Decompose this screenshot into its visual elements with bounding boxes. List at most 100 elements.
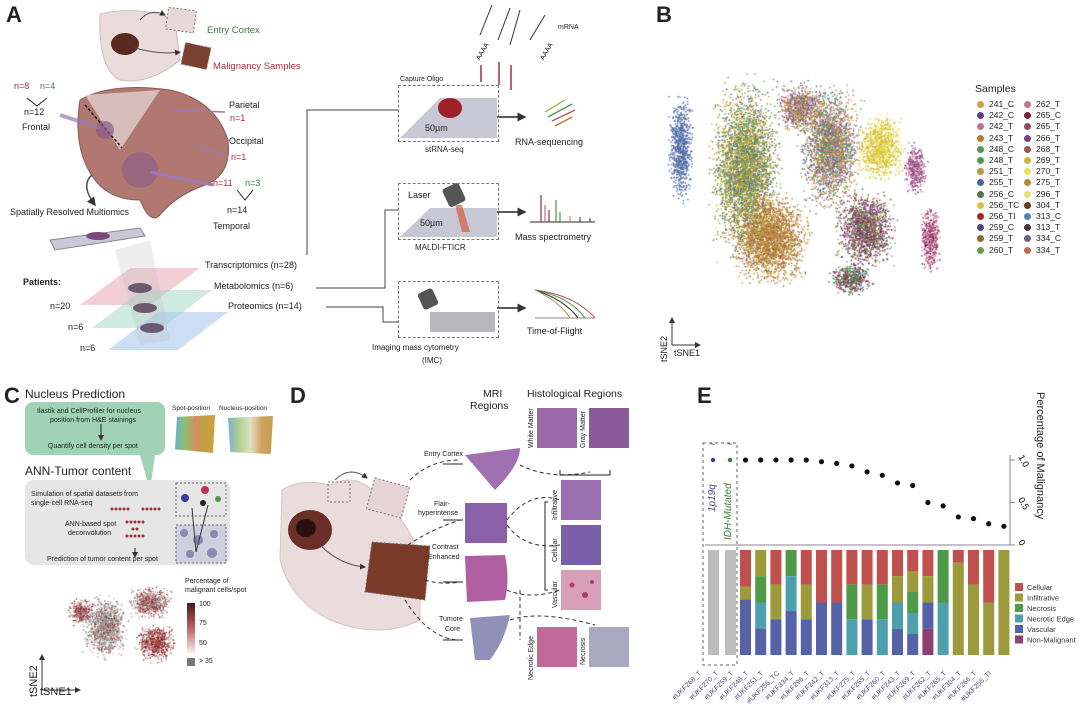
legend-label: 256_C <box>989 188 1015 199</box>
strna-size-label: 50µm <box>425 123 448 133</box>
bar-segment-cellular <box>876 550 888 585</box>
bar-segment-infiltrative <box>755 550 767 577</box>
temporal-n-malignant: n=11 <box>213 178 233 188</box>
mri-contrast-1: Contrast <box>432 544 459 551</box>
bar-segment-infiltrative <box>983 602 995 655</box>
legend-item-259_c: 259_C <box>977 222 1014 232</box>
legend-item-241_c: 241_C <box>977 99 1014 109</box>
bar-segment-vascular <box>785 610 797 655</box>
legend-swatch <box>1024 145 1031 153</box>
connector-proteomics <box>326 306 398 323</box>
maldi-box <box>398 183 499 240</box>
parietal-label: Parietal <box>229 100 260 110</box>
legend-item-265_t: 265_T <box>1024 121 1060 131</box>
strna-seq-label: stRNA-seq <box>425 145 464 154</box>
malignancy-point <box>955 514 961 520</box>
tsne-malignancy-plot <box>55 572 185 672</box>
legend-item-251_t: 251_T <box>977 166 1013 176</box>
capture-spot-icon <box>438 98 462 118</box>
malignancy-point <box>940 503 946 509</box>
legend-label: 269_T <box>1036 155 1061 165</box>
samples-legend-title: Samples <box>975 83 1016 95</box>
frontal-n-malignant: n=8 <box>14 81 30 91</box>
legend-label: 248_C <box>989 143 1015 154</box>
bar-segment-infiltrative <box>968 584 979 655</box>
ann-text-2: deconvolution <box>68 530 112 537</box>
mass-spectrum-icon <box>530 195 595 223</box>
mri-title-2: Regions <box>470 400 509 412</box>
legend-swatch <box>977 246 984 254</box>
mri-entry-cortex: Entry Cortex <box>424 451 463 458</box>
y-tick-label: 0.5 <box>1016 496 1031 512</box>
imc-abbr-label: (IMC) <box>422 356 442 365</box>
mrna-label: mRNA <box>558 24 579 31</box>
bar-segment-necrosis <box>785 550 797 577</box>
tsne1-label-b: tSNE1 <box>674 348 701 358</box>
bar-segment-infiltrative <box>998 550 1010 655</box>
legend-label: Cellular <box>1027 583 1053 592</box>
histological-title: Histological Regions <box>527 388 623 400</box>
temporal-label: Temporal <box>213 221 251 231</box>
legend-swatch <box>977 123 984 131</box>
legend-swatch <box>1024 101 1031 108</box>
legend-swatch <box>1024 123 1031 131</box>
bar-segment-cellular <box>770 550 782 585</box>
bar-segment-cellular <box>831 550 843 603</box>
maldi-label: MALDI-FTICR <box>415 243 466 252</box>
legend-label: 275_T <box>1036 177 1061 188</box>
mri-tumor-core-2: Core <box>445 626 461 633</box>
legend-item-260_t: 260_T <box>977 245 1013 255</box>
legend-swatch <box>1024 112 1031 120</box>
mri-tumor-core-1: Tumore <box>439 616 463 623</box>
bar-excluded <box>725 550 736 655</box>
legend-item-275_t: 275_T <box>1024 177 1060 187</box>
legend-swatch <box>1015 635 1023 644</box>
entry-cortex-label: Entry Cortex <box>207 25 260 36</box>
multiomics-label: Spatially Resolved Multiomics <box>10 207 130 217</box>
time-of-flight-label: Time-of-Flight <box>527 326 583 336</box>
bar-segment-vascular <box>755 628 767 655</box>
legend-swatch <box>977 201 984 209</box>
colorbar-tick-75: 75 <box>199 620 207 627</box>
annotation-point <box>727 457 733 463</box>
nucleus-prediction-box <box>25 402 165 455</box>
bar-segment-infiltrative <box>907 571 919 592</box>
annotation-idh-mutated: IDH-Mutated <box>723 483 734 540</box>
malignancy-point <box>788 457 794 463</box>
legend-swatch <box>1024 134 1031 142</box>
imc-label: Imaging mass cytometry <box>372 343 459 352</box>
legend-label: Non-Malignant <box>1027 636 1077 645</box>
malignancy-point <box>849 463 855 469</box>
bar-segment-necrotic-edge <box>907 613 919 634</box>
legend-label: 265_T <box>1036 121 1061 132</box>
bar-segment-necrotic-edge <box>755 602 767 629</box>
legend-label: 259_T <box>989 233 1014 244</box>
legend-item-313_t: 313_T <box>1024 222 1060 232</box>
legend-label: 259_C <box>989 222 1015 233</box>
y-axis-title: Percentage of Malignancy <box>1034 392 1046 520</box>
bar-segment-necrosis <box>846 584 858 620</box>
simulation-text-2: single-cell RNA-seq <box>31 500 93 507</box>
legend-label: 334_C <box>1036 233 1062 244</box>
time-of-flight-icon <box>534 289 596 319</box>
bar-segment-infiltrative <box>952 562 964 655</box>
spot-position-image <box>175 415 215 453</box>
bar-segment-cellular <box>800 550 812 585</box>
rna-reads-icon <box>544 99 576 127</box>
bar-segment-cellular <box>983 550 995 603</box>
bar-segment-vascular <box>892 628 903 655</box>
legend-item-334_c: 334_C <box>1024 233 1061 243</box>
panel-label-c: C <box>4 383 20 408</box>
panel-label-d: D <box>290 383 306 408</box>
legend-item-256_c: 256_C <box>977 189 1014 199</box>
patients-n-proteomics: n=6 <box>80 343 96 353</box>
bar-segment-necrotic-edge <box>892 602 903 629</box>
bar-segment-infiltrative <box>800 584 812 620</box>
malignancy-point <box>758 457 764 463</box>
malignancy-point <box>1001 523 1007 529</box>
nucleus-text-1: Ilastik and CellProfiler for nucleus <box>37 408 141 415</box>
legend-swatch <box>1024 201 1031 209</box>
laser-icon <box>442 183 466 207</box>
capture-oligo-label: Capture Oligo <box>400 76 444 83</box>
